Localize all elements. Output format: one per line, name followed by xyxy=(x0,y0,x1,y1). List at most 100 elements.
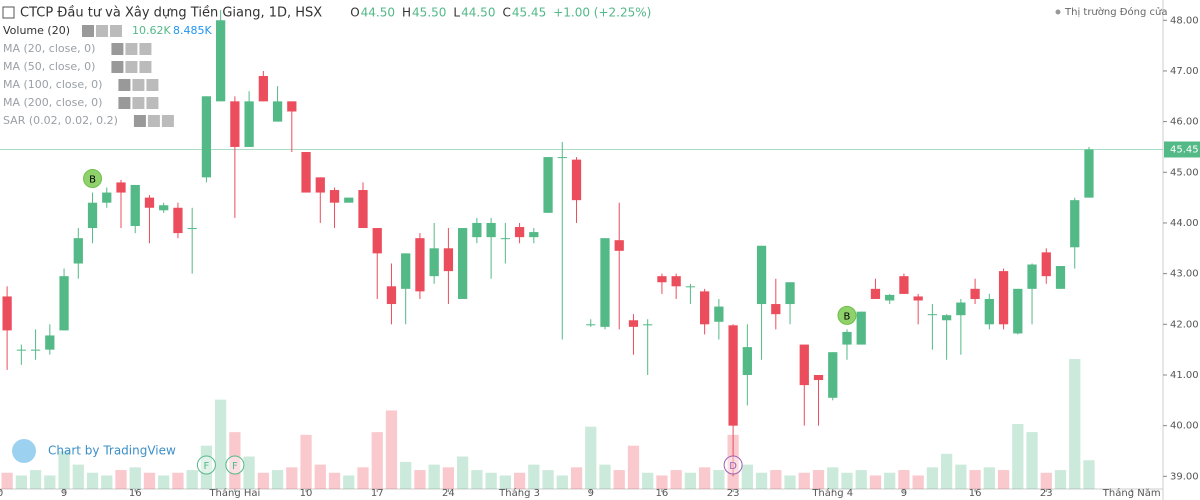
volume-bar xyxy=(286,467,298,489)
volume-bar xyxy=(912,475,924,489)
volume-bar xyxy=(1,472,13,489)
candle-body xyxy=(586,324,596,326)
candle-body xyxy=(358,190,368,229)
volume-bar xyxy=(656,475,668,489)
volume-bar xyxy=(898,470,910,489)
x-tick-label: 24 xyxy=(442,488,455,499)
icon-settings[interactable] xyxy=(132,79,145,91)
y-tick-label: 47.00 xyxy=(1170,66,1199,77)
market-status: Thị trường Đóng cửa xyxy=(1064,6,1167,18)
volume-bar xyxy=(528,464,540,489)
icon-eye[interactable] xyxy=(111,43,124,55)
candle-body xyxy=(1070,200,1080,248)
indicator-label: MA (200, close, 0) xyxy=(3,96,102,109)
icon-close[interactable] xyxy=(161,115,174,127)
volume-bar xyxy=(755,472,768,489)
candle-body xyxy=(401,253,411,289)
y-tick-label: 43.00 xyxy=(1170,269,1199,280)
candle-body xyxy=(116,182,126,193)
icon-close[interactable] xyxy=(110,25,122,37)
volume-bar xyxy=(1026,432,1038,489)
volume-bar xyxy=(983,467,995,489)
indicator-label: MA (100, close, 0) xyxy=(3,78,102,91)
candle-body xyxy=(500,238,510,240)
candle-body xyxy=(187,228,197,230)
icon-settings[interactable] xyxy=(125,61,138,73)
candle-body xyxy=(514,227,525,238)
indicator-label: MA (20, close, 0) xyxy=(3,42,95,55)
x-tick-label: 17 xyxy=(371,488,384,499)
event-marker xyxy=(196,455,216,475)
volume-bar xyxy=(143,472,156,489)
candle-body xyxy=(230,101,240,147)
y-tick-label: 42.00 xyxy=(1170,319,1199,330)
icon-eye[interactable] xyxy=(133,115,146,127)
status-dot xyxy=(1055,9,1061,15)
volume-bar xyxy=(613,470,625,489)
volume-bar xyxy=(1054,470,1067,489)
candle-body xyxy=(315,177,325,193)
candle-body xyxy=(329,190,340,203)
volume-bar xyxy=(955,464,967,489)
candle-body xyxy=(102,192,112,203)
icon-eye[interactable] xyxy=(118,97,131,109)
icon-close[interactable] xyxy=(146,79,159,91)
volume-bar xyxy=(86,472,99,489)
candle-body xyxy=(173,207,183,234)
candle-body xyxy=(942,315,952,321)
candle-body xyxy=(742,347,752,375)
event-label: B xyxy=(844,311,851,322)
chart-title: CTCP Đầu tư và Xây dựng Tiền Giang, 1D, … xyxy=(20,6,322,21)
volume-bar xyxy=(969,470,981,489)
candle-body xyxy=(386,286,397,305)
candle-body xyxy=(771,304,781,315)
volume-bar xyxy=(556,475,568,489)
icon-close[interactable] xyxy=(146,97,159,109)
y-tick-label: 41.00 xyxy=(1170,370,1199,381)
icon-eye[interactable] xyxy=(111,61,124,73)
icon-settings[interactable] xyxy=(132,97,145,109)
volume-bar xyxy=(400,461,412,489)
icon-close[interactable] xyxy=(139,61,152,73)
volume-bar xyxy=(72,464,84,489)
candle-body xyxy=(144,197,155,208)
volume-bar xyxy=(257,472,269,489)
icon-eye[interactable] xyxy=(82,25,94,37)
candle-body xyxy=(956,302,966,316)
candle-body xyxy=(1084,149,1094,198)
candle-body xyxy=(927,314,938,316)
volume-bar xyxy=(457,456,469,489)
volume-bar xyxy=(428,464,440,489)
candle-body xyxy=(529,232,539,238)
candle-body xyxy=(643,324,653,326)
ohlc-key: O xyxy=(350,6,359,20)
volume-bar xyxy=(243,456,255,489)
candle-body xyxy=(301,152,311,193)
volume-bar xyxy=(471,470,483,489)
x-tick-label: Tháng 4 xyxy=(811,487,853,499)
candle-body xyxy=(73,238,83,264)
watermark: Chart by TradingView xyxy=(48,444,176,458)
volume-bar xyxy=(485,472,497,489)
candle-body xyxy=(415,238,425,292)
icon-settings[interactable] xyxy=(147,115,160,127)
ohlc-value: 45.45 xyxy=(512,6,546,20)
icon-close[interactable] xyxy=(139,43,152,55)
volume-bar xyxy=(229,432,241,489)
candle-body xyxy=(728,325,738,426)
y-tick-label: 45.00 xyxy=(1170,167,1199,178)
candle-body xyxy=(856,311,866,345)
y-tick-label: 39.00 xyxy=(1170,471,1199,482)
icon-settings[interactable] xyxy=(96,25,108,37)
last-price-box xyxy=(1164,141,1200,158)
icon-settings[interactable] xyxy=(125,43,138,55)
volume-bar xyxy=(941,453,953,489)
candle-body xyxy=(2,296,12,331)
volume-bar xyxy=(58,451,70,489)
icon-eye[interactable] xyxy=(118,79,131,91)
x-tick-label: Tháng Năm xyxy=(1102,487,1161,499)
candle-body xyxy=(30,349,41,351)
x-tick-label: 23 xyxy=(727,488,740,499)
event-marker xyxy=(225,455,245,475)
